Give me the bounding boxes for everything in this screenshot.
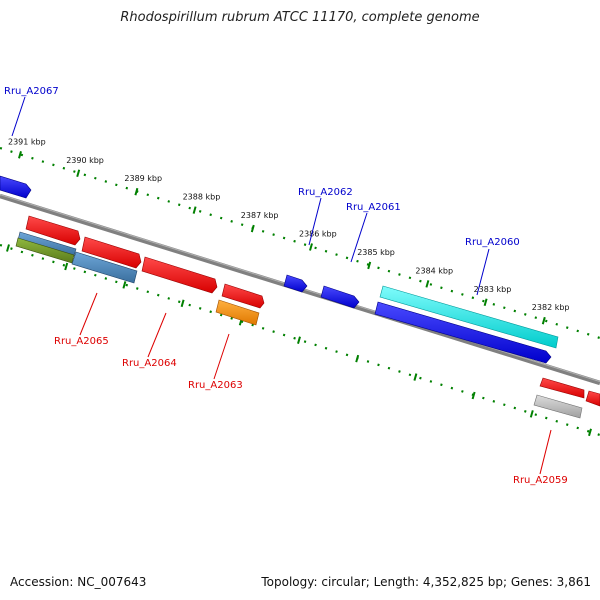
upper-major-tick: [309, 243, 313, 251]
kbp-label: 2382 kbp: [532, 303, 570, 312]
lower-major-tick: [122, 281, 127, 289]
gene-olive[interactable]: [15, 237, 75, 264]
lower-major-tick: [529, 410, 534, 418]
upper-major-tick: [134, 187, 139, 196]
kbp-label: 2389 kbp: [124, 174, 162, 183]
upper-major-tick: [250, 224, 255, 233]
gene-red-3[interactable]: [141, 256, 218, 294]
upper-major-ticks: [18, 151, 546, 325]
kbp-label: 2390 kbp: [66, 156, 104, 165]
leader-rru-a2064: [147, 312, 167, 358]
upper-major-tick: [425, 280, 430, 288]
gene-rru-a2064[interactable]: [71, 251, 138, 284]
lower-major-ticks: [6, 244, 592, 437]
gene-blue-reverse[interactable]: [374, 301, 552, 364]
upper-major-tick: [192, 206, 197, 214]
lower-major-tick: [471, 391, 476, 400]
upper-major-tick: [76, 169, 81, 178]
gene-rru-a2060[interactable]: [379, 285, 559, 349]
leader-rru-a2063: [213, 333, 230, 380]
genome-stats-label: Topology: circular; Length: 4,352,825 bp…: [261, 575, 591, 589]
gene-next[interactable]: [585, 390, 600, 407]
lower-major-tick: [64, 262, 69, 271]
label-rru-a2059[interactable]: Rru_A2059: [513, 475, 568, 486]
leader-rru-a2067: [11, 96, 26, 137]
gene-red-2[interactable]: [81, 236, 142, 269]
kbp-label: 2385 kbp: [357, 248, 395, 257]
kbp-label: 2388 kbp: [183, 193, 221, 202]
label-rru-a2062[interactable]: Rru_A2062: [298, 187, 353, 198]
kbp-label: 2386 kbp: [299, 229, 337, 238]
lower-major-tick: [413, 373, 418, 381]
leader-rru-a2065: [79, 292, 98, 336]
label-rru-a2067[interactable]: Rru_A2067: [4, 86, 59, 97]
label-rru-a2063[interactable]: Rru_A2063: [188, 380, 243, 391]
leader-rru-a2060: [476, 248, 490, 296]
accession-label: Accession: NC_007643: [10, 575, 147, 589]
upper-major-tick: [541, 316, 546, 325]
gene-rru-a2063[interactable]: [215, 299, 260, 326]
lower-major-tick: [180, 299, 185, 308]
label-rru-a2061[interactable]: Rru_A2061: [346, 202, 401, 213]
gene-grey[interactable]: [533, 394, 583, 419]
kbp-label: 2383 kbp: [474, 285, 512, 294]
gene-red-1[interactable]: [25, 215, 81, 246]
leader-rru-a2061: [350, 212, 368, 263]
label-leaders: [11, 96, 552, 475]
upper-major-tick: [18, 151, 22, 159]
lower-major-tick: [588, 428, 592, 437]
label-rru-a2064[interactable]: Rru_A2064: [122, 358, 177, 369]
label-rru-a2060[interactable]: Rru_A2060: [465, 237, 520, 248]
gene-rru-a2059[interactable]: [539, 377, 585, 399]
lower-major-tick: [6, 244, 10, 252]
upper-major-tick: [483, 298, 488, 307]
upper-major-tick: [367, 261, 372, 270]
lower-major-tick: [297, 336, 301, 344]
kbp-label: 2387 kbp: [241, 211, 279, 220]
kbp-labels: 2391 kbp 2390 kbp 2389 kbp 2388 kbp 2387 kbp…: [8, 137, 570, 312]
gene-rru-a2067[interactable]: [0, 175, 32, 199]
page-title: Rhodospirillum rubrum ATCC 11170, comple…: [120, 10, 480, 25]
kbp-label: 2391 kbp: [8, 137, 46, 146]
leader-rru-a2059: [539, 429, 552, 475]
lower-major-tick: [355, 354, 360, 363]
gene-rru-a2061[interactable]: [320, 285, 360, 309]
kbp-label: 2384 kbp: [415, 266, 453, 275]
gene-rru-a2062[interactable]: [283, 274, 308, 293]
leader-rru-a2062: [308, 197, 322, 246]
gene-red-4[interactable]: [221, 283, 265, 309]
label-rru-a2065[interactable]: Rru_A2065: [54, 336, 109, 347]
